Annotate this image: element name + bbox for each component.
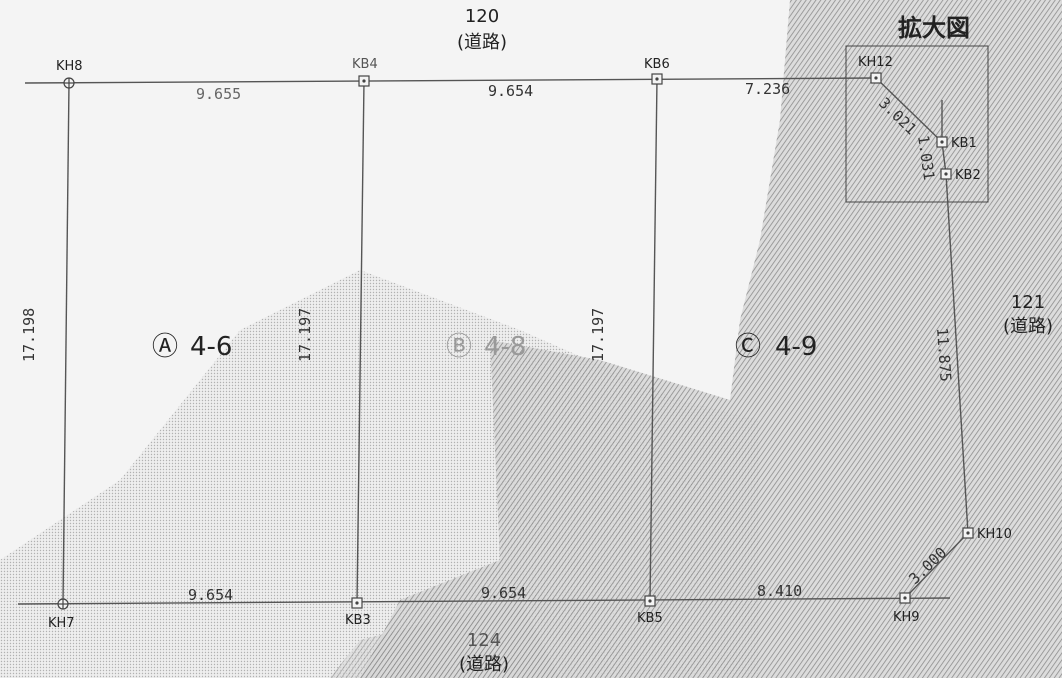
distance-bottom-kb5-kb3: 9.654	[481, 584, 526, 602]
kh9-label: KH9	[893, 610, 920, 625]
distance-left-kh8-kh7: 17.198	[20, 308, 38, 362]
hatched-texture-region	[360, 0, 1062, 678]
distance-top-kh8-kb4: 9.655	[196, 85, 241, 103]
distance-kb4-kb3: 17.197	[296, 308, 314, 362]
distance-top-kb4-kb6: 9.654	[488, 82, 533, 100]
kb4-label: KB4	[352, 57, 378, 72]
kb6-marker	[651, 73, 663, 85]
kh10-marker	[962, 527, 974, 539]
road-right-name: (道路)	[1003, 316, 1053, 337]
hatched-texture-region-2	[330, 600, 560, 678]
distance-bottom-kh9-kb5: 8.410	[757, 582, 802, 600]
kh8-label: KH8	[56, 59, 83, 74]
kb4-marker	[358, 75, 370, 87]
road-right-number: 121	[1011, 292, 1045, 313]
inset-title: 拡大図	[898, 14, 970, 42]
kb5-marker	[644, 595, 656, 607]
road-top-number: 120	[465, 6, 499, 27]
kh7-label: KH7	[48, 616, 75, 631]
kb3-label: KB3	[345, 613, 371, 628]
kh10-label: KH10	[977, 527, 1012, 542]
road-top-name: (道路)	[457, 32, 507, 53]
kh8-marker	[63, 77, 75, 89]
kh9-marker	[899, 592, 911, 604]
boundary-lines	[17, 77, 969, 605]
road-bottom-name: (道路)	[459, 654, 509, 675]
kh7-marker	[57, 598, 69, 610]
kb1-label: KB1	[951, 136, 977, 151]
bottom-road-line	[17, 597, 951, 605]
kb4-kb3-line	[356, 80, 365, 604]
inset-box	[845, 45, 989, 203]
kb1-marker	[936, 136, 948, 148]
distance-top-kb6-kh12: 7.236	[745, 80, 790, 98]
kh10-kh9-line	[904, 532, 969, 599]
parcel-a-number: 4-6	[190, 332, 232, 362]
parcel-b-number: 4-8	[484, 332, 526, 362]
kb6-kb5-line	[649, 78, 658, 602]
distance-kb6-kb5: 17.197	[589, 308, 607, 362]
kh12-kb1-line	[875, 77, 943, 143]
distance-bottom-kb3-kh7: 9.654	[188, 586, 233, 604]
kb2-marker	[940, 168, 952, 180]
kb2-label: KB2	[955, 168, 981, 183]
distance-kb2-kh10: 11.875	[933, 327, 955, 382]
kh12-label: KH12	[858, 55, 893, 70]
parcel-b-symbol: Ⓑ	[446, 332, 472, 362]
top-road-line	[24, 77, 877, 84]
left-boundary-line	[62, 82, 70, 605]
kh12-marker	[870, 72, 882, 84]
kb6-label: KB6	[644, 57, 670, 72]
parcel-a-symbol: Ⓐ	[152, 332, 178, 362]
kb3-marker	[351, 597, 363, 609]
kb2-kh10-line	[945, 173, 969, 534]
parcel-c-number: 4-9	[775, 332, 817, 362]
road-bottom-number: 124	[467, 630, 501, 651]
kb5-label: KB5	[637, 611, 663, 626]
parcel-c-symbol: Ⓒ	[735, 332, 761, 362]
point-markers	[57, 72, 974, 610]
